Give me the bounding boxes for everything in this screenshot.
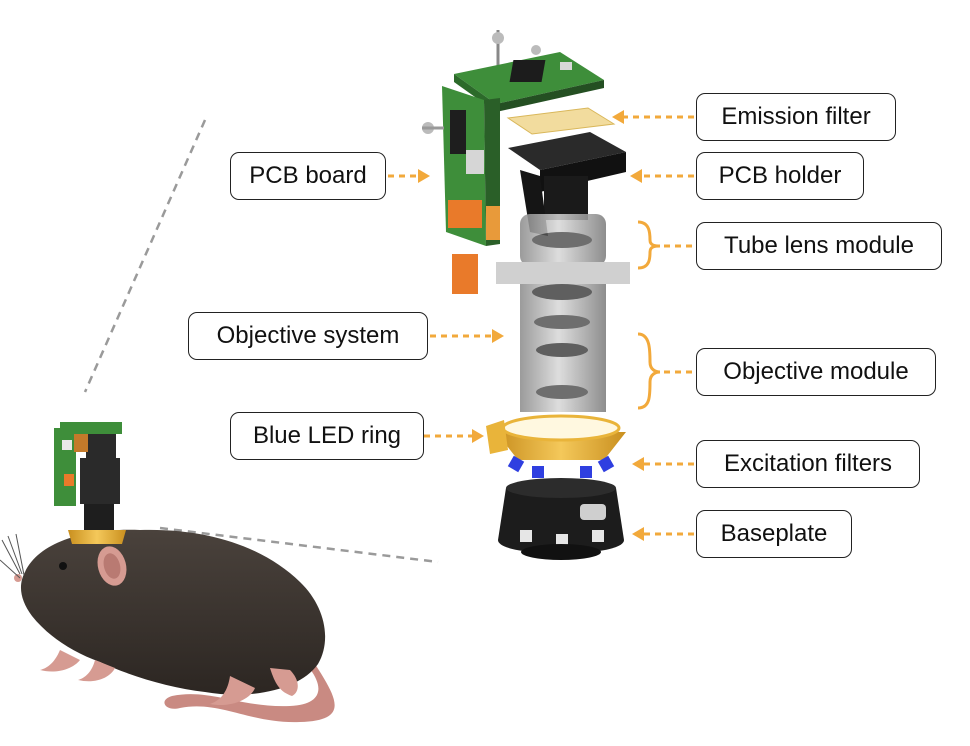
label-blue-led-ring: Blue LED ring [230,412,424,460]
label-objective-system: Objective system [188,312,428,360]
label-emission-filter: Emission filter [696,93,896,141]
baseplate-part [498,478,624,560]
mounted-miniscope-illustration [54,422,126,544]
label-pcb-holder: PCB holder [696,152,864,200]
top-pcb [454,30,604,112]
label-baseplate: Baseplate [696,510,852,558]
tube-lens-part [496,214,630,340]
mouse-illustration [0,529,335,723]
label-excitation-filters: Excitation filters [696,440,920,488]
callout-connectors [388,110,694,541]
label-pcb-board: PCB board [230,152,386,200]
label-objective-module: Objective module [696,348,936,396]
excitation-filters-part [507,455,615,478]
objective-part [520,340,606,412]
led-ring-part [486,414,626,460]
pcb-holder-part [508,132,626,236]
exploded-miniscope-view [422,30,630,560]
side-pcb [422,86,500,294]
emission-filter-part [506,107,616,135]
label-tube-lens-module: Tube lens module [696,222,942,270]
zoom-guide-lines [83,119,439,564]
